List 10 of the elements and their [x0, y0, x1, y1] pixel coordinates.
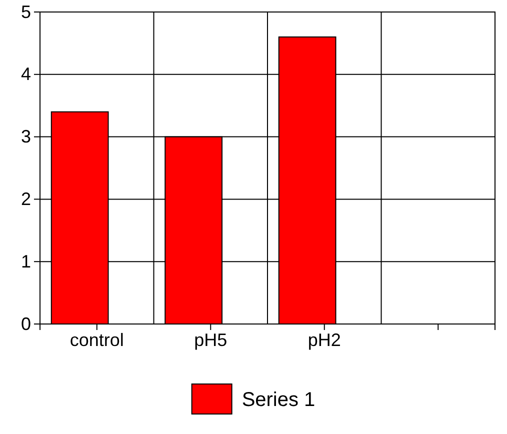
y-tick-label: 2 — [20, 188, 31, 209]
y-tick-label: 4 — [20, 64, 31, 84]
y-tick-label: 0 — [20, 314, 31, 334]
x-tick-label: control — [70, 330, 124, 350]
y-tick-label: 3 — [20, 126, 31, 147]
legend-label: Series 1 — [242, 389, 316, 411]
y-tick-label: 5 — [20, 2, 31, 22]
x-tick-label: pH2 — [308, 330, 341, 350]
x-tick-label: pH5 — [194, 330, 228, 350]
y-tick-label: 1 — [20, 251, 31, 272]
